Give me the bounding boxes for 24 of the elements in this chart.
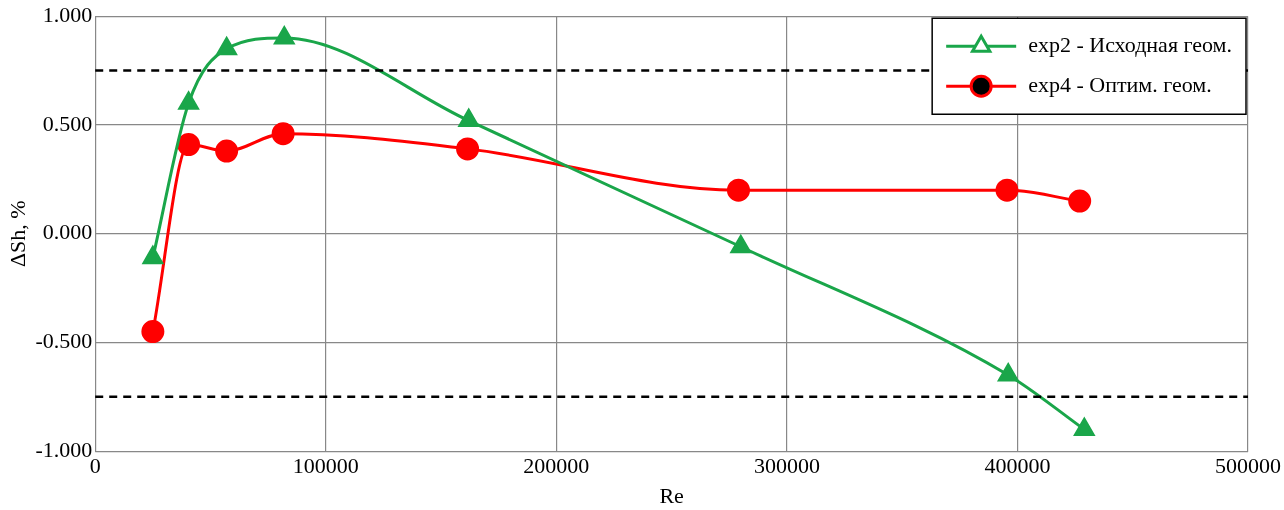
point — [456, 137, 480, 161]
point — [1068, 189, 1092, 213]
legend-label: exp2 - Исходная геом. — [1028, 31, 1233, 57]
y-tick-label: 0.000 — [42, 219, 93, 245]
point — [726, 178, 750, 202]
point — [1074, 417, 1095, 436]
x-tick-label: 100000 — [292, 453, 359, 479]
x-axis-title: Re — [659, 482, 684, 508]
legend-label: exp4 - Оптим. геом. — [1028, 71, 1212, 97]
x-tick-label: 500000 — [1215, 453, 1281, 479]
point — [998, 363, 1019, 382]
point — [177, 133, 201, 157]
x-tick-label: 400000 — [984, 453, 1051, 479]
x-tick-label: 200000 — [523, 453, 590, 479]
y-axis-title: ΔSh, % — [4, 200, 30, 268]
y-tick-label: -0.500 — [35, 328, 93, 354]
point — [142, 246, 164, 265]
point — [995, 178, 1019, 202]
point — [215, 139, 239, 163]
y-tick-label: 0.500 — [42, 110, 93, 136]
point — [271, 122, 295, 146]
y-tick-label: 1.000 — [42, 1, 93, 27]
x-tick-label: 300000 — [753, 453, 820, 479]
point — [730, 235, 751, 254]
